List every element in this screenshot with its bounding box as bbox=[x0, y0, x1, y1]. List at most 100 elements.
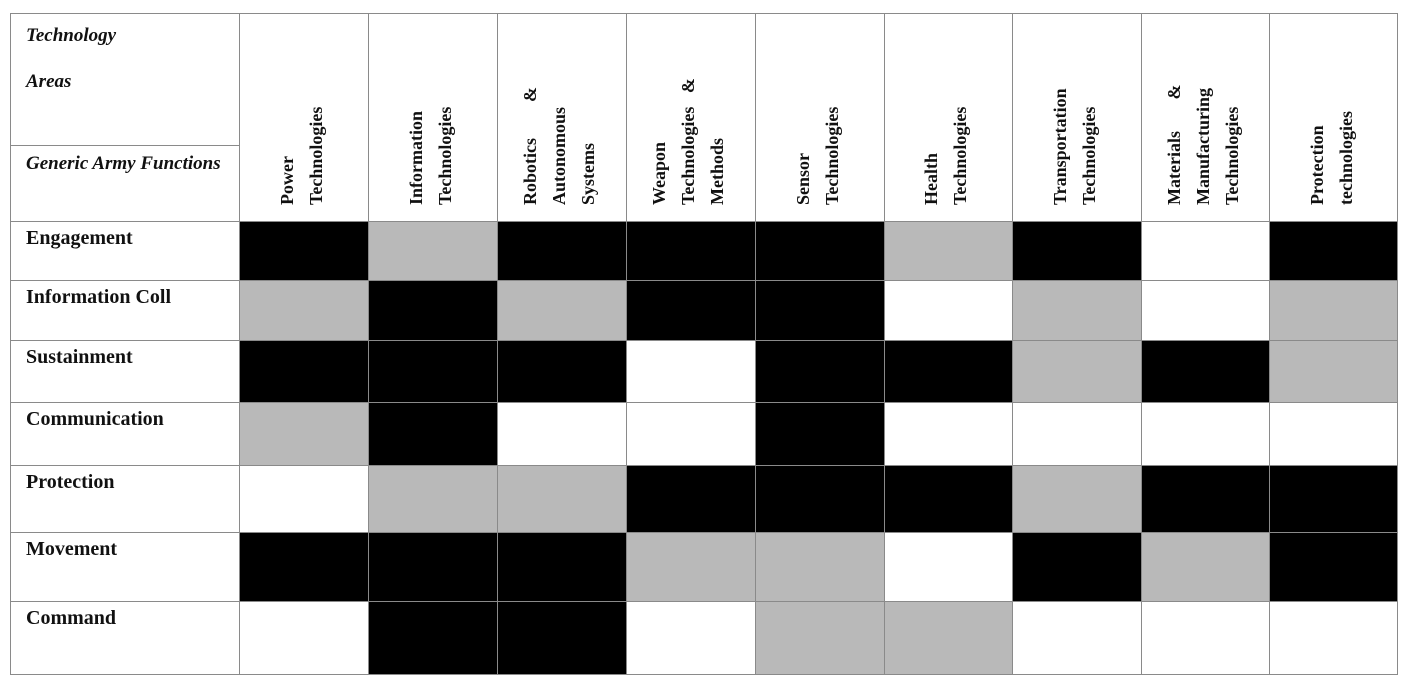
matrix-cell-black bbox=[884, 340, 1012, 402]
column-header-line: Technologies bbox=[434, 106, 455, 205]
matrix-cell-black bbox=[1012, 221, 1141, 280]
matrix-cell-white bbox=[1269, 402, 1398, 465]
corner-header-generic-army-functions: Generic Army Functions bbox=[26, 153, 221, 174]
matrix-cell-white bbox=[1012, 402, 1141, 465]
column-header-text: Transportation Technologies bbox=[1046, 88, 1104, 205]
matrix-cell-black bbox=[497, 601, 626, 675]
column-header-text: Protection technologies bbox=[1303, 111, 1361, 205]
column-header-text: Robotics & Autonomous Systems bbox=[516, 87, 603, 205]
matrix-cell-black bbox=[755, 221, 884, 280]
grid-line-vertical bbox=[368, 13, 369, 675]
column-header-line: technologies bbox=[1335, 111, 1356, 205]
column-header: Sensor Technologies bbox=[755, 13, 884, 221]
matrix-cell-white bbox=[239, 601, 368, 675]
grid-line-vertical bbox=[497, 13, 498, 675]
column-header-text: Information Technologies bbox=[402, 107, 460, 205]
matrix-cell-black bbox=[497, 340, 626, 402]
matrix-cell-gray bbox=[368, 221, 497, 280]
matrix-cell-black bbox=[1269, 221, 1398, 280]
grid-line-horizontal bbox=[10, 532, 1398, 533]
matrix-cell-black bbox=[239, 221, 368, 280]
column-header-line: Robotics & bbox=[520, 87, 540, 205]
matrix-cell-white bbox=[884, 532, 1012, 601]
matrix-cell-white bbox=[1141, 402, 1269, 465]
matrix-cell-black bbox=[755, 402, 884, 465]
matrix-cell-black bbox=[1141, 340, 1269, 402]
grid-line-horizontal bbox=[10, 340, 1398, 341]
corner-header-technology-areas: Technology Areas bbox=[26, 25, 117, 92]
column-header: Information Technologies bbox=[368, 13, 497, 221]
column-header-line: Technologies bbox=[1221, 106, 1242, 205]
grid-line-horizontal bbox=[10, 402, 1398, 403]
matrix-cell-white bbox=[239, 465, 368, 532]
matrix-cell-gray bbox=[884, 221, 1012, 280]
column-header-line: Sensor bbox=[792, 152, 813, 205]
matrix-cell-black bbox=[239, 340, 368, 402]
matrix-cell-gray bbox=[497, 280, 626, 340]
column-header-line: Technologies bbox=[821, 106, 842, 205]
grid-line-horizontal bbox=[10, 601, 1398, 602]
column-header-line: Weapon bbox=[649, 141, 669, 205]
grid-line-horizontal bbox=[10, 221, 1398, 222]
matrix-cell-black bbox=[497, 221, 626, 280]
column-header-line: Information bbox=[405, 111, 426, 205]
column-header-line: Protection bbox=[1306, 125, 1327, 205]
row-label: Protection bbox=[26, 471, 115, 493]
grid-line-vertical bbox=[1141, 13, 1142, 675]
matrix-cell-gray bbox=[1012, 280, 1141, 340]
matrix-cell-white bbox=[1141, 280, 1269, 340]
row-label: Sustainment bbox=[26, 346, 133, 368]
row-label: Movement bbox=[26, 538, 118, 560]
column-header-line: Technologies & bbox=[678, 78, 698, 205]
column-header: Protection technologies bbox=[1269, 13, 1398, 221]
column-header: Materials & Manufacturing Technologies bbox=[1141, 13, 1269, 221]
matrix-cell-gray bbox=[1269, 280, 1398, 340]
column-header-line: Technologies bbox=[950, 106, 970, 205]
grid-line-vertical bbox=[755, 13, 756, 675]
matrix-cell-black bbox=[884, 465, 1012, 532]
column-header-text: Health Technologies bbox=[917, 107, 975, 205]
grid-line-vertical bbox=[884, 13, 885, 675]
matrix-cell-black bbox=[626, 221, 755, 280]
matrix-cell-white bbox=[884, 280, 1012, 340]
matrix-cell-gray bbox=[755, 601, 884, 675]
column-header: Power Technologies bbox=[239, 13, 368, 221]
column-header-line: Manufacturing bbox=[1192, 88, 1213, 205]
matrix-cell-black bbox=[368, 280, 497, 340]
column-header-text: Weapon Technologies & Methods bbox=[645, 78, 732, 205]
row-label: Information Coll bbox=[26, 286, 171, 308]
matrix-cell-black bbox=[368, 532, 497, 601]
matrix-cell-white bbox=[1012, 601, 1141, 675]
matrix-cell-black bbox=[1141, 465, 1269, 532]
column-header-line: Health bbox=[921, 153, 941, 205]
grid-line-vertical bbox=[1012, 13, 1013, 675]
row-label: Engagement bbox=[26, 227, 133, 249]
column-header-line: Technologies bbox=[1078, 106, 1099, 205]
row-label: Command bbox=[26, 607, 117, 629]
grid-line-vertical bbox=[1397, 13, 1398, 675]
column-header-line: Transportation bbox=[1049, 88, 1070, 205]
matrix-cell-gray bbox=[1012, 465, 1141, 532]
column-header-line: Materials & bbox=[1163, 84, 1184, 205]
grid-line-horizontal bbox=[10, 674, 1398, 675]
grid-line-vertical bbox=[1269, 13, 1270, 675]
grid-line-horizontal bbox=[10, 465, 1398, 466]
matrix-cell-black bbox=[755, 280, 884, 340]
matrix-cell-gray bbox=[239, 402, 368, 465]
grid-line-horizontal bbox=[10, 13, 1398, 14]
matrix-cell-white bbox=[1269, 601, 1398, 675]
matrix-cell-gray bbox=[368, 465, 497, 532]
column-header-text: Power Technologies bbox=[273, 107, 331, 205]
matrix-cell-white bbox=[626, 601, 755, 675]
matrix-cell-black bbox=[368, 601, 497, 675]
column-header-line: Methods bbox=[707, 138, 727, 205]
matrix-cell-white bbox=[626, 340, 755, 402]
column-header-line: Power bbox=[276, 156, 297, 205]
grid-line-vertical bbox=[10, 13, 11, 675]
grid-line-horizontal bbox=[10, 280, 1398, 281]
column-header-text: Materials & Manufacturing Technologies bbox=[1160, 85, 1247, 205]
grid-line-vertical bbox=[626, 13, 627, 675]
corner-divider bbox=[10, 145, 239, 146]
column-header: Health Technologies bbox=[884, 13, 1012, 221]
matrix-cell-black bbox=[1012, 532, 1141, 601]
